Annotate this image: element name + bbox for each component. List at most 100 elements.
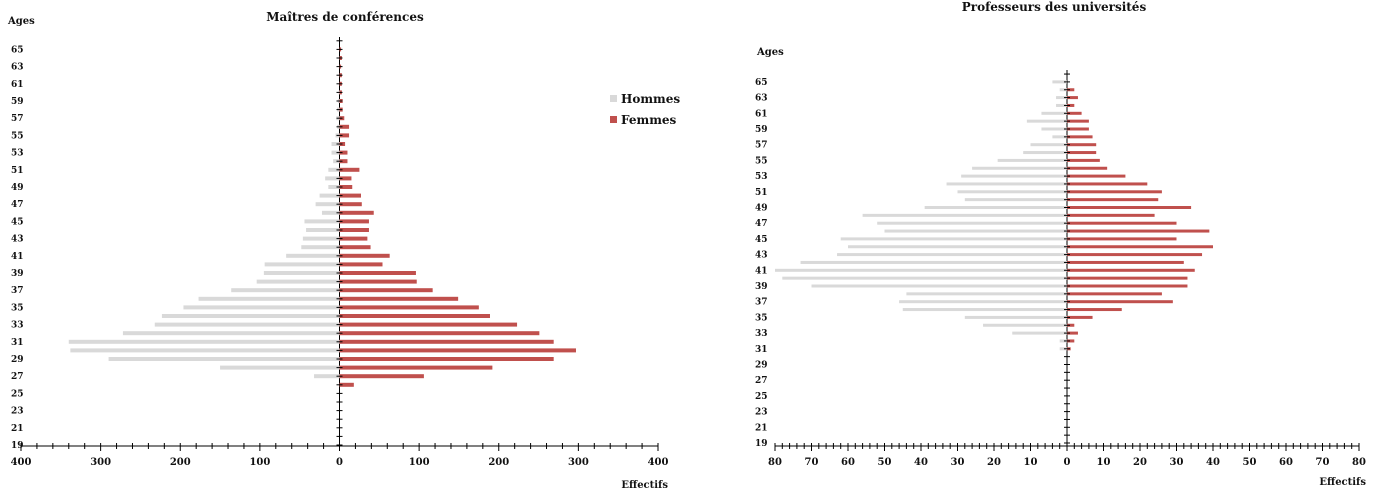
legend-swatch-femmes — [610, 116, 617, 123]
bar-femmes — [339, 305, 479, 310]
bar-hommes — [333, 159, 340, 164]
bar-hommes — [286, 253, 340, 258]
bar-hommes — [220, 365, 340, 370]
bar-femmes — [339, 176, 352, 181]
x-tick-label: 60 — [841, 457, 855, 468]
y-tick-label: 21 — [11, 424, 24, 434]
x-tick-label: 0 — [1064, 457, 1071, 468]
x-tick-label: 50 — [878, 457, 892, 468]
legend-swatch-hommes — [610, 95, 617, 102]
bar-femmes — [1067, 268, 1195, 272]
y-tick-label: 57 — [755, 141, 768, 151]
bar-hommes — [154, 322, 340, 327]
bar-hommes — [946, 182, 1067, 186]
chart-title: Professeurs des universités — [962, 0, 1147, 14]
bar-femmes — [1067, 323, 1075, 327]
bar-femmes — [1067, 229, 1210, 233]
bar-femmes — [1067, 300, 1173, 304]
bar-hommes — [183, 305, 340, 310]
y-tick-label: 57 — [11, 114, 24, 124]
y-tick-label: 25 — [755, 392, 768, 402]
bar-hommes — [302, 236, 340, 241]
bar-hommes — [997, 158, 1067, 162]
bar-femmes — [1067, 308, 1122, 312]
bar-femmes — [1067, 166, 1108, 170]
bar-hommes — [1030, 143, 1067, 147]
bar-hommes — [306, 228, 340, 232]
bar-hommes — [906, 292, 1067, 296]
y-tick-label: 53 — [755, 172, 768, 182]
y-tick-label: 49 — [11, 183, 24, 193]
bar-hommes — [304, 219, 340, 224]
tick-group: 80 70 60 50 40 30 20 10 0 10 20 30 40 50 60 70 80 65 63 61 5… — [755, 73, 1366, 468]
x-tick-label: 400 — [648, 457, 669, 468]
x-tick-label: 400 — [11, 457, 32, 468]
bar-hommes — [325, 176, 340, 181]
y-tick-label: 51 — [11, 166, 24, 176]
y-tick-label: 33 — [755, 329, 768, 339]
bar-femmes — [339, 253, 390, 258]
bar-hommes — [70, 348, 340, 353]
bar-hommes — [321, 210, 340, 215]
y-tick-label: 29 — [11, 355, 24, 365]
y-tick-label: 41 — [755, 266, 768, 276]
bar-hommes — [957, 190, 1067, 194]
bar-hommes — [319, 193, 340, 198]
bar-hommes — [68, 339, 340, 344]
x-tick-label: 80 — [1352, 457, 1366, 468]
y-tick-label: 59 — [755, 125, 768, 135]
bar-hommes — [108, 357, 340, 361]
bar-femmes — [339, 133, 350, 138]
bar-hommes — [1056, 96, 1067, 100]
bar-femmes — [1067, 245, 1213, 249]
y-tick-label: 23 — [11, 407, 24, 417]
y-tick-label: 19 — [11, 441, 24, 451]
bar-hommes — [1052, 80, 1067, 84]
y-tick-label: 35 — [11, 303, 24, 313]
bar-hommes — [1059, 88, 1067, 92]
y-tick-label: 31 — [11, 338, 24, 348]
y-tick-label: 43 — [11, 235, 24, 245]
bar-femmes — [339, 365, 493, 370]
y-axis-label: Ages — [7, 16, 35, 27]
bar-hommes — [122, 331, 340, 336]
bar-femmes — [1067, 127, 1089, 131]
bar-femmes — [339, 271, 416, 275]
y-tick-label: 63 — [11, 63, 24, 73]
x-axis-label: Effectifs — [621, 480, 668, 491]
bar-femmes — [339, 339, 554, 344]
bar-hommes — [840, 237, 1067, 241]
pu-pyramid-chart: Professeurs des universités Ages 80 70 60 5… — [755, 0, 1366, 488]
y-tick-label: 39 — [11, 269, 24, 279]
bar-hommes — [198, 296, 340, 301]
x-tick-label: 40 — [1206, 457, 1220, 468]
bar-femmes — [1067, 284, 1188, 288]
bar-femmes — [1067, 103, 1075, 107]
legend-label-femmes: Femmes — [621, 113, 677, 127]
bar-femmes — [1067, 253, 1203, 257]
bar-group — [68, 47, 576, 387]
bar-hommes — [1056, 103, 1067, 107]
x-tick-label: 100 — [409, 457, 430, 468]
bar-hommes — [775, 268, 1067, 272]
y-tick-label: 43 — [755, 251, 768, 261]
bar-hommes — [964, 315, 1067, 319]
x-tick-label: 70 — [1316, 457, 1330, 468]
bar-femmes — [339, 262, 383, 267]
y-tick-label: 37 — [755, 298, 768, 308]
bar-femmes — [1067, 143, 1097, 147]
y-tick-label: 61 — [755, 109, 768, 119]
bar-hommes — [328, 167, 340, 172]
y-tick-label: 29 — [755, 361, 768, 371]
bar-hommes — [877, 221, 1067, 225]
bar-femmes — [1067, 190, 1162, 194]
bar-femmes — [1067, 135, 1093, 139]
x-tick-label: 100 — [249, 457, 270, 468]
bar-hommes — [884, 229, 1067, 233]
y-tick-label: 59 — [11, 97, 24, 107]
bar-femmes — [1067, 331, 1078, 335]
bar-femmes — [1067, 315, 1093, 319]
bar-hommes — [972, 166, 1067, 170]
y-tick-label: 63 — [755, 94, 768, 104]
